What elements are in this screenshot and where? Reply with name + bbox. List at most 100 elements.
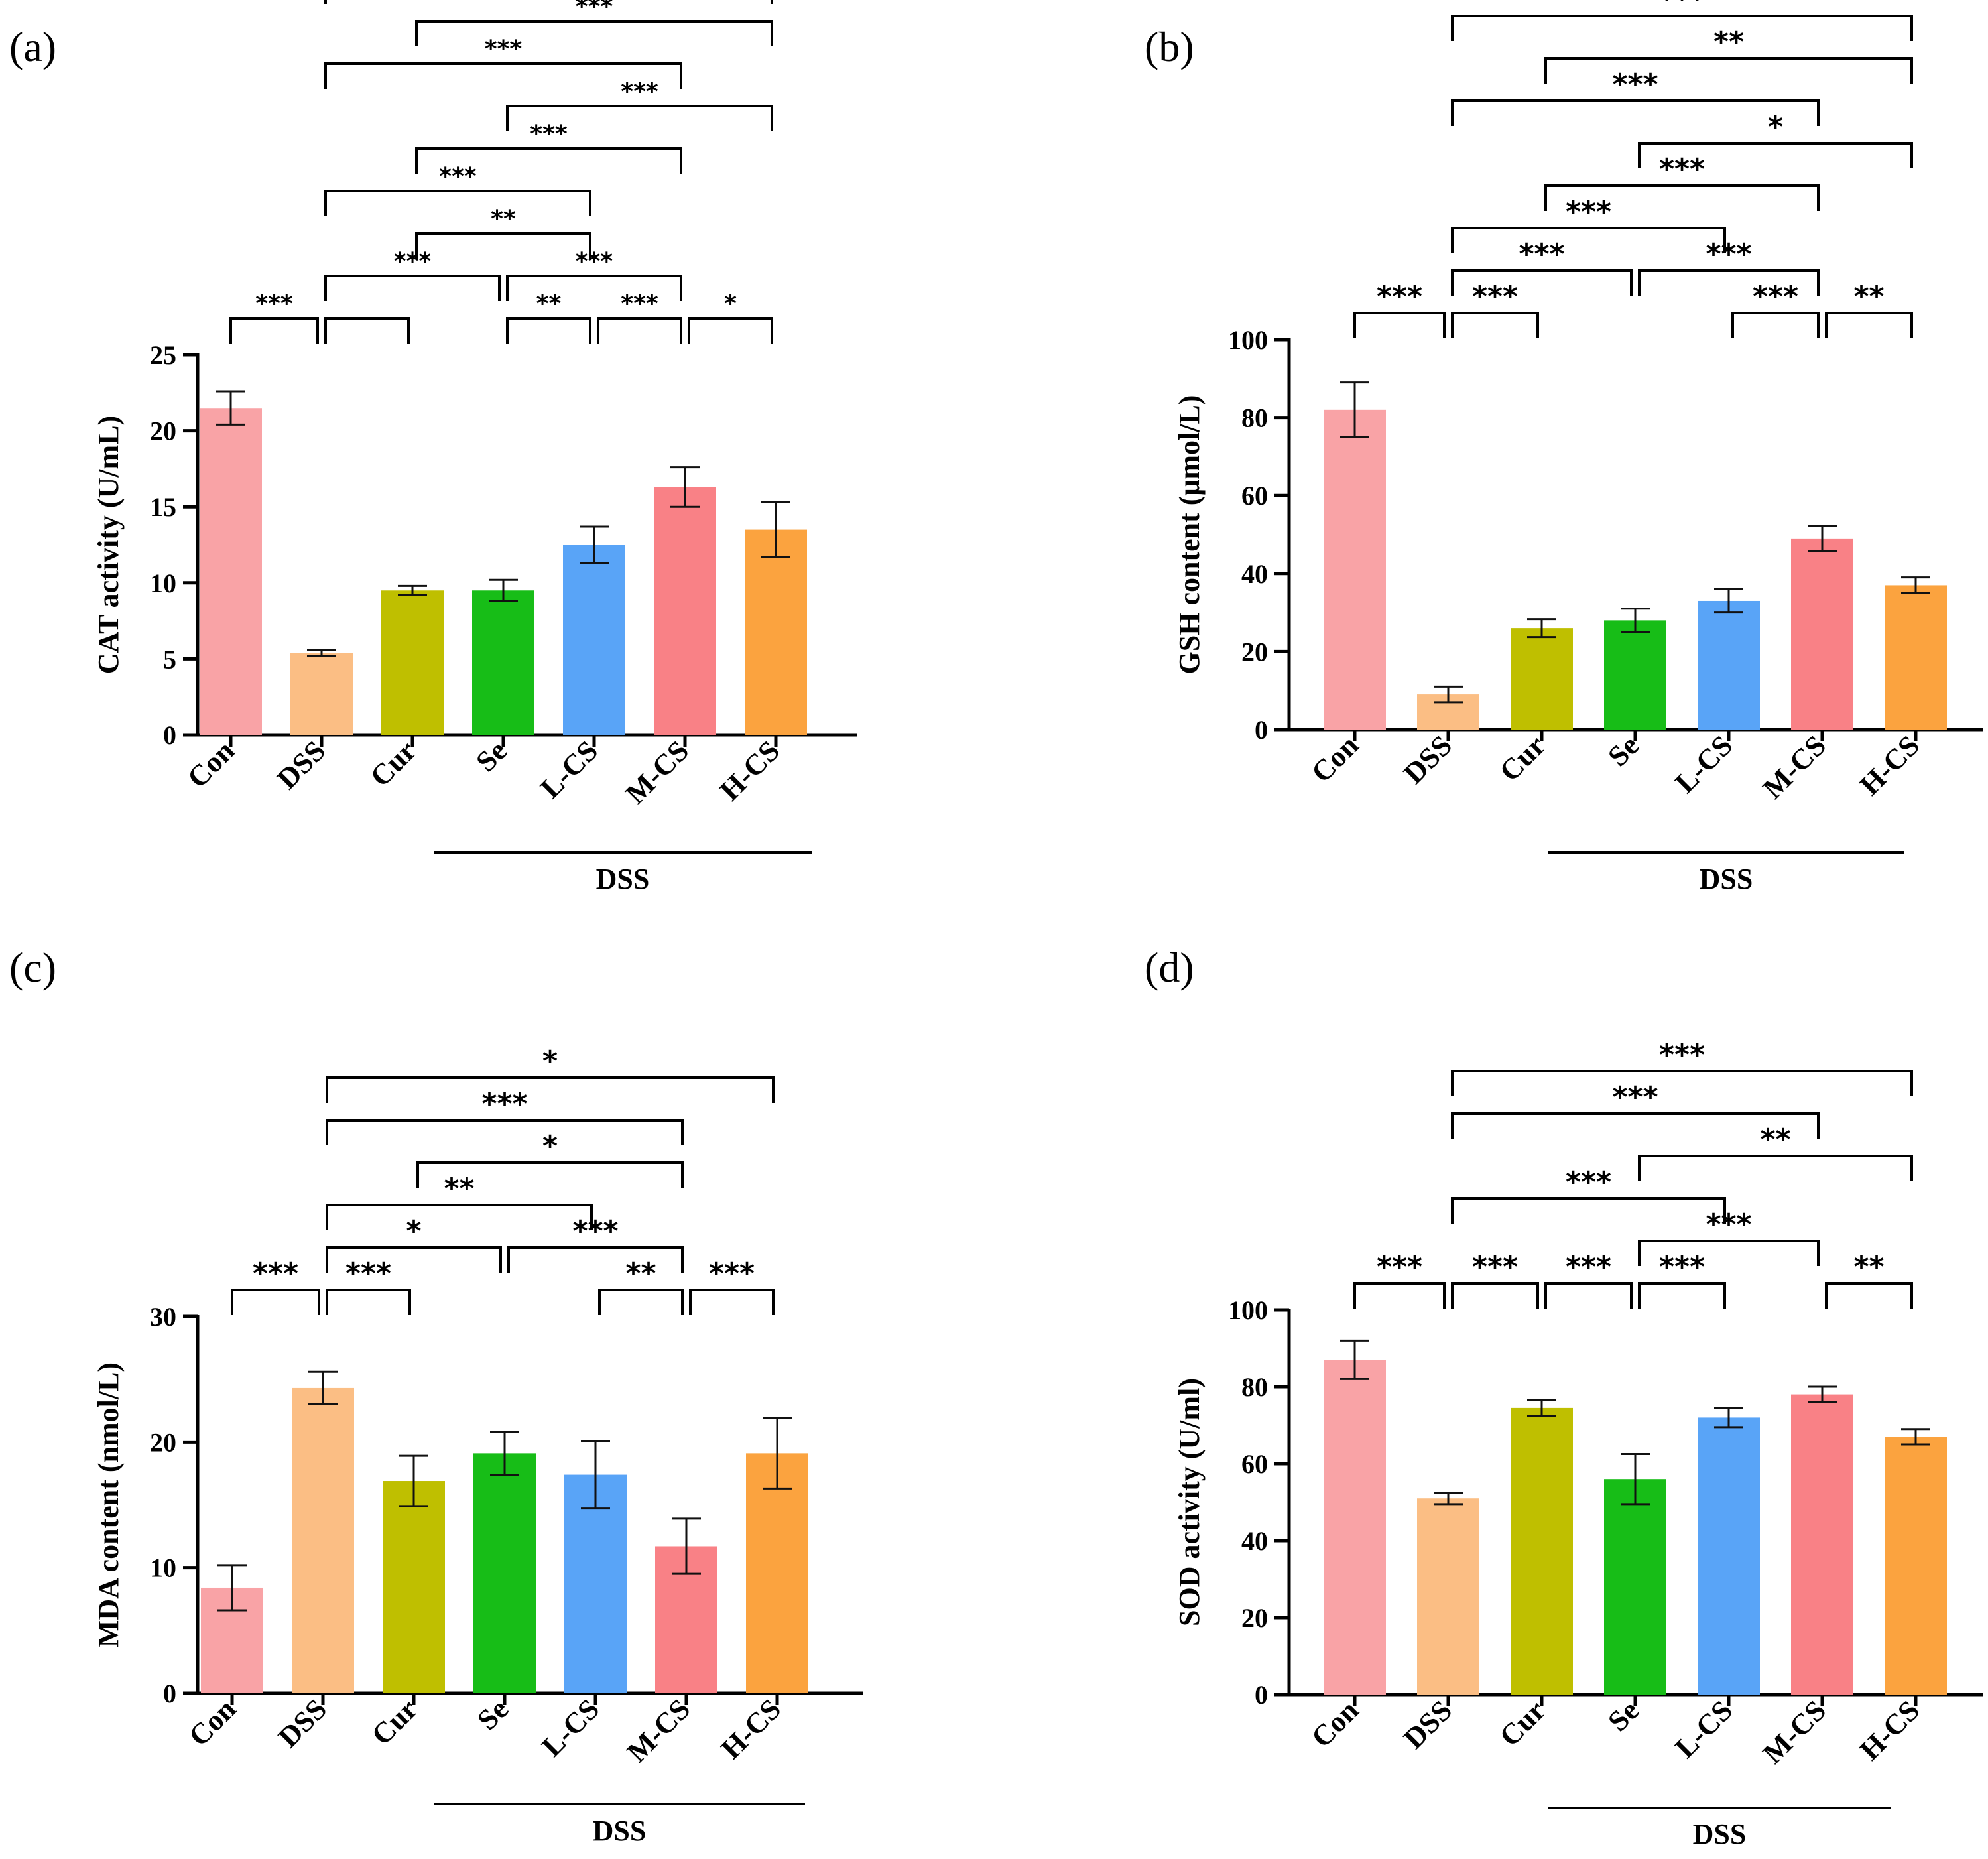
panel-label: (c) (9, 944, 56, 991)
y-tick-label: 60 (1241, 1449, 1268, 1479)
significance-bracket (229, 317, 319, 344)
significance-label: *** (1612, 1080, 1658, 1114)
bar-h-cs (1885, 1437, 1947, 1695)
bar-m-cs (1791, 1394, 1853, 1695)
significance-bracket (326, 1246, 502, 1273)
significance-label: *** (709, 1257, 755, 1291)
bar-cur (381, 590, 444, 735)
significance-bracket (1451, 1070, 1913, 1096)
bar-l-cs (564, 1474, 627, 1693)
significance-label: *** (1753, 280, 1798, 314)
significance-bracket (598, 1289, 684, 1315)
significance-bracket (1825, 312, 1913, 338)
significance-label: *** (1659, 153, 1705, 186)
significance-label: *** (1472, 1250, 1518, 1284)
bar-cur (383, 1481, 445, 1693)
bar-con (200, 408, 262, 735)
significance-bracket (324, 275, 501, 301)
significance-bracket (1731, 312, 1820, 338)
y-tick-label: 0 (163, 1679, 176, 1708)
significance-bracket (324, 62, 682, 89)
y-axis-title: SOD activity (U/ml) (1173, 1378, 1206, 1626)
significance-label: *** (485, 36, 523, 63)
bar-con (1324, 409, 1386, 730)
significance-bracket (1825, 1282, 1913, 1309)
bar-dss (292, 1387, 354, 1693)
y-axis-title: GSH content (μmol/L) (1173, 395, 1206, 674)
significance-bracket (326, 1204, 593, 1230)
significance-label: *** (1706, 1208, 1751, 1242)
category-label: Se (471, 1693, 515, 1736)
significance-bracket (1451, 1112, 1820, 1139)
dss-group-label: DSS (593, 1815, 647, 1847)
bar-se (472, 590, 534, 735)
y-tick-label: 100 (1228, 325, 1268, 355)
significance-bracket (1353, 1282, 1446, 1309)
significance-bracket (1638, 1240, 1820, 1266)
bar-cur (1511, 1407, 1573, 1695)
significance-bracket (597, 317, 682, 344)
significance-label: *** (439, 163, 477, 190)
y-tick-label: 0 (1255, 715, 1268, 745)
bar-m-cs (1791, 538, 1853, 730)
significance-bracket (1451, 312, 1539, 338)
bar-dss (290, 653, 353, 735)
significance-label: ** (1760, 1123, 1790, 1157)
significance-bracket (1638, 1155, 1913, 1181)
significance-label: *** (1612, 68, 1658, 101)
significance-label: * (724, 290, 737, 318)
significance-label: *** (1659, 1250, 1705, 1284)
significance-bracket (1638, 142, 1913, 168)
significance-bracket (1451, 1197, 1726, 1224)
significance-label: ** (625, 1257, 656, 1291)
y-tick-label: 60 (1241, 481, 1268, 511)
significance-bracket (1353, 312, 1446, 338)
significance-label: *** (1706, 237, 1751, 271)
significance-label: ** (1713, 25, 1744, 59)
significance-label: * (542, 1129, 558, 1163)
bar-h-cs (1885, 585, 1947, 730)
bar-se (473, 1453, 536, 1693)
bar-se (1604, 1479, 1666, 1695)
category-label: Se (469, 734, 513, 778)
significance-label: * (1768, 110, 1783, 144)
significance-label: *** (1377, 280, 1422, 314)
y-tick-label: 80 (1241, 1372, 1268, 1402)
significance-bracket (415, 20, 773, 46)
y-tick-label: 10 (150, 568, 176, 598)
significance-bracket (506, 105, 773, 131)
bar-se (1604, 620, 1666, 730)
panel-label: (d) (1145, 944, 1194, 991)
significance-label: ** (536, 290, 562, 318)
y-tick-label: 80 (1241, 403, 1268, 433)
y-tick-label: 20 (1241, 637, 1268, 667)
significance-label: *** (1659, 1038, 1705, 1072)
significance-bracket (1544, 57, 1913, 84)
significance-bracket (326, 1076, 775, 1103)
significance-label: *** (394, 248, 432, 275)
y-tick-label: 15 (150, 492, 176, 522)
significance-bracket (1544, 1282, 1633, 1309)
significance-bracket (1451, 269, 1633, 296)
panel-label: (a) (9, 23, 56, 70)
significance-label: * (406, 1214, 421, 1248)
bar-dss (1417, 1498, 1479, 1695)
y-tick-label: 20 (150, 417, 176, 446)
significance-bracket (1451, 15, 1913, 41)
dss-group-label: DSS (596, 863, 650, 895)
significance-bracket (415, 147, 682, 174)
significance-label: *** (621, 78, 658, 105)
significance-label: ** (491, 206, 516, 233)
significance-label: *** (1566, 1250, 1611, 1284)
y-axis-title: MDA content (nmol/L) (92, 1362, 125, 1647)
significance-label: * (542, 1045, 558, 1078)
y-tick-label: 40 (1241, 1526, 1268, 1556)
y-tick-label: 25 (150, 340, 176, 370)
significance-bracket (231, 1289, 320, 1315)
bar-l-cs (1698, 600, 1760, 730)
